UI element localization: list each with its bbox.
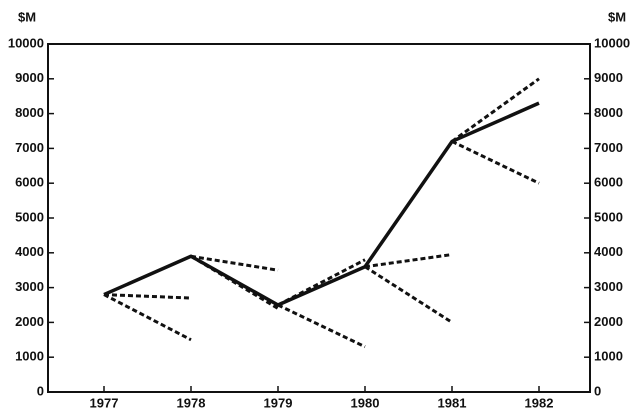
y2-tick-label: 1000 [594,349,623,364]
projection-line [364,265,453,324]
y-tick-label: 7000 [15,140,44,155]
y-tick-label: 1000 [15,349,44,364]
y2-tick-label: 2000 [594,314,623,329]
y-tick-label: 6000 [15,175,44,190]
y-tick-label: 3000 [15,279,44,294]
projection-line [103,293,192,300]
y-tick-label: 9000 [15,70,44,85]
projection-line [277,303,366,349]
y2-tick-label: 7000 [594,140,623,155]
y-tick-label: 0 [37,383,44,398]
projection-line [103,293,192,342]
projection-line [451,77,540,143]
y-unit-label: $M [18,9,36,24]
y-tick-label: 5000 [15,209,44,224]
y2-unit-label: $M [608,9,626,24]
y2-tick-label: 0 [594,383,601,398]
x-tick-label: 1980 [351,395,380,410]
y2-tick-label: 6000 [594,175,623,190]
y2-tick-label: 10000 [594,35,630,50]
projection-line [190,254,279,272]
x-tick-label: 1978 [177,395,206,410]
y2-tick-label: 4000 [594,244,623,259]
projection-line [277,258,366,307]
y-tick-label: 8000 [15,105,44,120]
x-tick-label: 1982 [525,395,554,410]
y-tick-label: 2000 [15,314,44,329]
y2-tick-label: 3000 [594,279,623,294]
y2-tick-label: 8000 [594,105,623,120]
projection-line [451,140,540,185]
x-tick-label: 1977 [90,395,119,410]
plot-frame [47,43,591,393]
x-tick-label: 1979 [264,395,293,410]
y-tick-label: 4000 [15,244,44,259]
y2-tick-label: 5000 [594,209,623,224]
y-tick-label: 10000 [8,35,44,50]
x-tick-label: 1981 [438,395,467,410]
projection-line [364,253,453,269]
actual-line [103,101,540,307]
projection-line [190,254,279,310]
y2-tick-label: 9000 [594,70,623,85]
